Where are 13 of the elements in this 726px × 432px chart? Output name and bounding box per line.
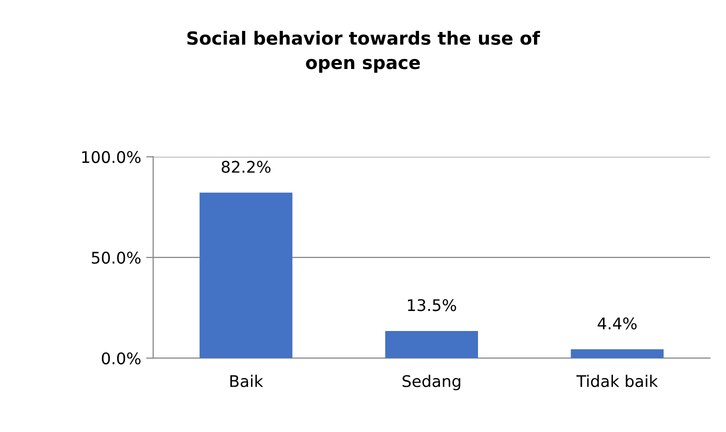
x-tick-label: Baik	[230, 374, 264, 388]
bar	[385, 330, 478, 358]
bar	[200, 192, 292, 358]
chart-title: Social behavior towards the use of open space	[187, 30, 540, 73]
bar	[570, 349, 664, 358]
data-label: 13.5%	[408, 299, 456, 312]
x-tick-label: Tidak baik	[576, 374, 658, 388]
data-label: 82.2%	[222, 160, 270, 173]
y-tick-label: 100.0%	[82, 151, 140, 164]
x-tick-label: Sedang	[402, 374, 460, 390]
data-label: 4.4%	[598, 317, 637, 330]
y-tick-label: 50.0%	[92, 252, 140, 264]
y-tick-label: 0.0%	[102, 352, 140, 364]
